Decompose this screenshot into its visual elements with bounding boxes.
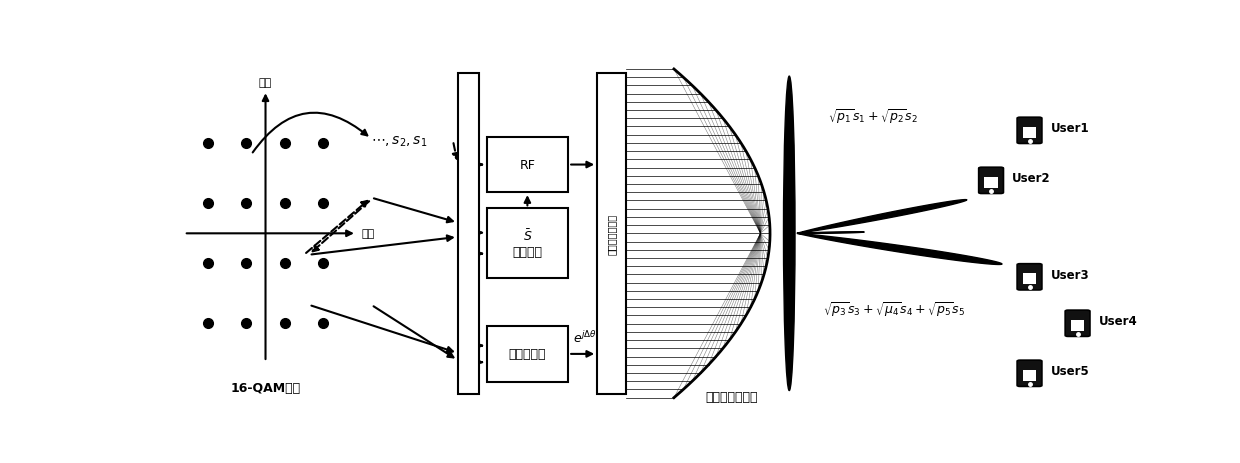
FancyBboxPatch shape bbox=[486, 209, 568, 278]
Text: 锥形槽天线馈电: 锥形槽天线馈电 bbox=[706, 390, 758, 403]
FancyBboxPatch shape bbox=[1017, 360, 1042, 387]
FancyBboxPatch shape bbox=[458, 73, 479, 394]
Text: User5: User5 bbox=[1050, 364, 1090, 377]
Text: RF: RF bbox=[520, 159, 536, 172]
Text: User3: User3 bbox=[1050, 269, 1089, 282]
FancyBboxPatch shape bbox=[486, 138, 568, 193]
Text: $\cdots,s_2,s_1$: $\cdots,s_2,s_1$ bbox=[371, 134, 428, 148]
Text: $\sqrt{p_3}s_3+\sqrt{\mu_4}s_4+\sqrt{p_5}s_5$: $\sqrt{p_3}s_3+\sqrt{\mu_4}s_4+\sqrt{p_5… bbox=[823, 299, 965, 318]
Text: User2: User2 bbox=[1012, 172, 1050, 185]
Text: 16-QAM调制: 16-QAM调制 bbox=[231, 381, 300, 394]
Text: $\bar{S}$
幅度算子: $\bar{S}$ 幅度算子 bbox=[512, 228, 542, 259]
Text: $\sqrt{p_1}s_1+\sqrt{p_2}s_2$: $\sqrt{p_1}s_1+\sqrt{p_2}s_2$ bbox=[828, 107, 918, 125]
Text: 实轴: 实轴 bbox=[362, 229, 374, 239]
FancyBboxPatch shape bbox=[978, 168, 1003, 194]
Polygon shape bbox=[797, 232, 864, 234]
Text: 虚轴: 虚轴 bbox=[259, 78, 272, 88]
FancyBboxPatch shape bbox=[1071, 320, 1084, 331]
FancyBboxPatch shape bbox=[486, 326, 568, 382]
FancyBboxPatch shape bbox=[1023, 370, 1037, 381]
FancyBboxPatch shape bbox=[985, 177, 998, 188]
FancyBboxPatch shape bbox=[1017, 264, 1042, 290]
Polygon shape bbox=[797, 234, 1002, 265]
Polygon shape bbox=[797, 200, 967, 234]
FancyBboxPatch shape bbox=[1023, 274, 1037, 284]
FancyBboxPatch shape bbox=[1023, 127, 1037, 138]
FancyBboxPatch shape bbox=[596, 73, 626, 394]
FancyBboxPatch shape bbox=[1065, 311, 1090, 337]
Ellipse shape bbox=[784, 77, 795, 391]
Text: User1: User1 bbox=[1050, 122, 1089, 135]
Text: User4: User4 bbox=[1099, 315, 1137, 328]
FancyBboxPatch shape bbox=[1017, 118, 1042, 144]
Text: $e^{j\Delta\theta}$: $e^{j\Delta\theta}$ bbox=[573, 329, 596, 345]
Text: 相位检测器: 相位检测器 bbox=[508, 348, 546, 361]
Text: 综合孔径振荡器: 综合孔径振荡器 bbox=[606, 213, 616, 254]
